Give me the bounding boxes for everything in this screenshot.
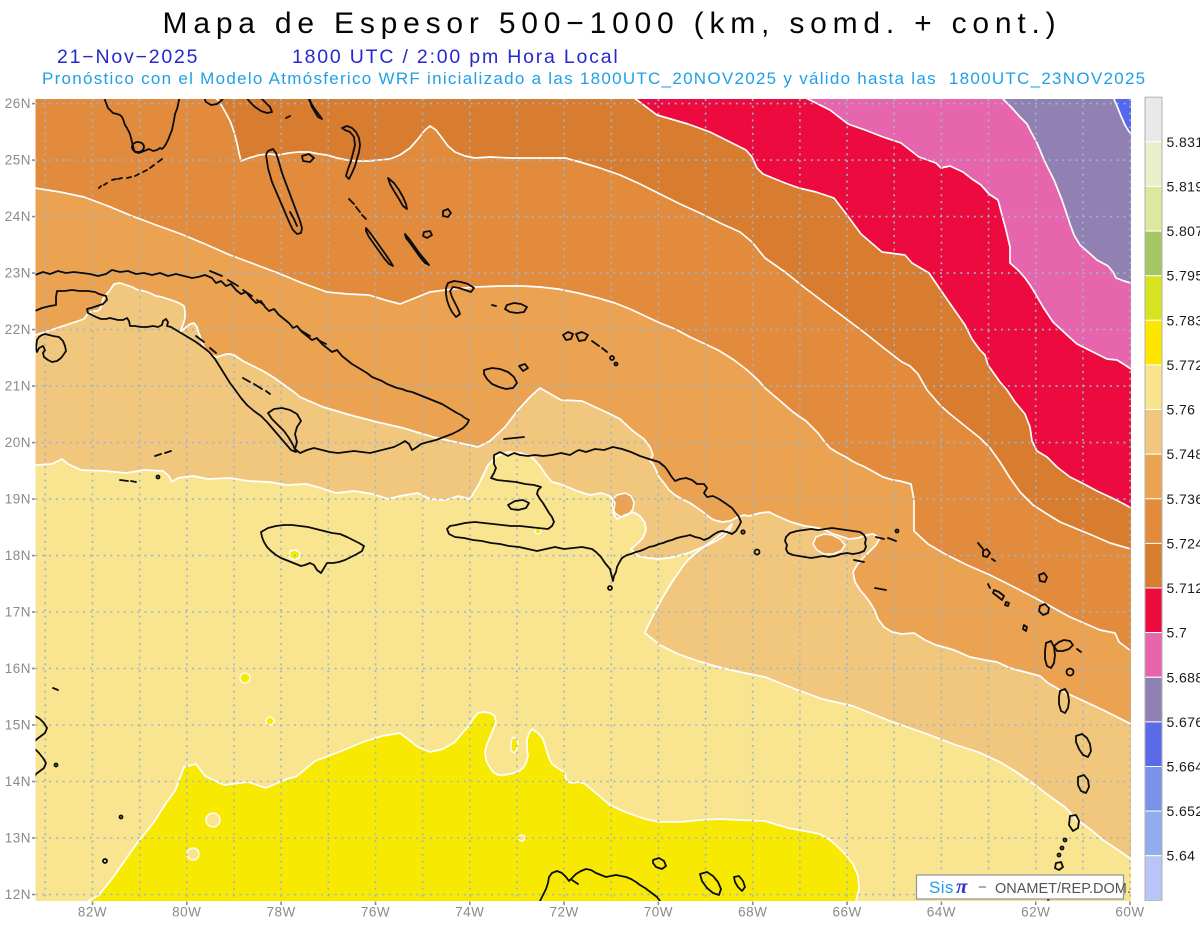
svg-text:17N: 17N	[5, 605, 31, 620]
svg-text:22N: 22N	[5, 322, 31, 337]
svg-text:23N: 23N	[5, 266, 31, 281]
svg-text:5.64: 5.64	[1167, 848, 1196, 864]
svg-text:5.712: 5.712	[1167, 580, 1200, 596]
svg-text:5.664: 5.664	[1167, 759, 1200, 775]
svg-text:19N: 19N	[5, 492, 31, 507]
svg-text:π: π	[956, 874, 968, 898]
svg-text:5.736: 5.736	[1167, 491, 1200, 507]
svg-text:21−Nov−2025: 21−Nov−2025	[57, 46, 199, 68]
svg-text:5.76: 5.76	[1167, 402, 1196, 418]
svg-text:78W: 78W	[266, 905, 295, 920]
svg-text:Mapa de Espesor 500−1000 (km,: Mapa de Espesor 500−1000 (km, somd. + co…	[163, 7, 1062, 40]
svg-text:18N: 18N	[5, 548, 31, 563]
svg-text:5.7: 5.7	[1167, 625, 1188, 641]
svg-text:ONAMET/REP.DOM.: ONAMET/REP.DOM.	[995, 881, 1131, 897]
svg-text:12N: 12N	[5, 887, 31, 902]
svg-text:72W: 72W	[549, 905, 578, 920]
svg-text:5.807: 5.807	[1167, 223, 1200, 239]
svg-text:5.676: 5.676	[1167, 714, 1200, 730]
svg-text:−: −	[978, 879, 987, 896]
svg-text:13N: 13N	[5, 831, 31, 846]
svg-text:5.819: 5.819	[1167, 178, 1200, 194]
svg-text:80W: 80W	[172, 905, 201, 920]
svg-text:1800 UTC / 2:00 pm Hora Local: 1800 UTC / 2:00 pm Hora Local	[292, 46, 620, 68]
svg-text:74W: 74W	[455, 905, 484, 920]
svg-text:70W: 70W	[644, 905, 673, 920]
svg-text:5.795: 5.795	[1167, 268, 1200, 284]
svg-text:5.772: 5.772	[1167, 357, 1200, 373]
svg-text:68W: 68W	[738, 905, 767, 920]
svg-text:5.724: 5.724	[1167, 535, 1200, 551]
svg-text:66W: 66W	[832, 905, 861, 920]
svg-text:25N: 25N	[5, 153, 31, 168]
svg-text:5.783: 5.783	[1167, 312, 1200, 328]
svg-text:5.748: 5.748	[1167, 446, 1200, 462]
svg-text:26N: 26N	[5, 96, 31, 111]
svg-text:20N: 20N	[5, 435, 31, 450]
svg-text:60W: 60W	[1115, 905, 1144, 920]
svg-text:24N: 24N	[5, 209, 31, 224]
svg-text:5.652: 5.652	[1167, 803, 1200, 819]
svg-text:76W: 76W	[361, 905, 390, 920]
svg-text:15N: 15N	[5, 718, 31, 733]
svg-text:21N: 21N	[5, 379, 31, 394]
svg-text:5.831: 5.831	[1167, 134, 1200, 150]
svg-text:62W: 62W	[1021, 905, 1050, 920]
svg-text:82W: 82W	[78, 905, 107, 920]
svg-text:5.688: 5.688	[1167, 669, 1200, 685]
svg-text:Pronóstico con el Modelo Atmós: Pronóstico con el Modelo Atmósferico WRF…	[42, 69, 1146, 88]
svg-text:64W: 64W	[927, 905, 956, 920]
svg-text:16N: 16N	[5, 661, 31, 676]
svg-text:Sis: Sis	[929, 878, 954, 897]
svg-text:14N: 14N	[5, 774, 31, 789]
